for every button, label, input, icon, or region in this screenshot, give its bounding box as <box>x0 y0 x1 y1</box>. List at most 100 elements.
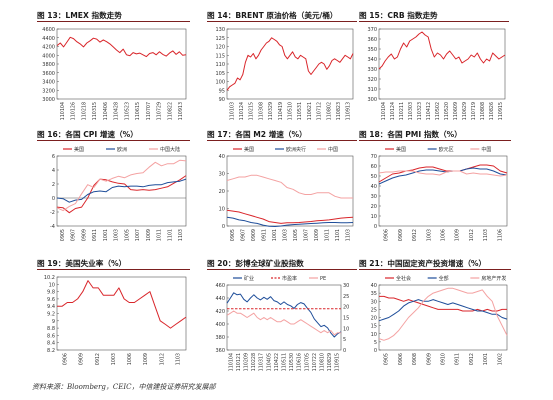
plot-frame <box>226 28 354 100</box>
x-tick-label: 110104 <box>60 102 66 120</box>
x-tick-label: 1012 <box>469 229 475 241</box>
y-tick-label: 3800 <box>42 62 55 68</box>
x-tick-label: 1005 <box>293 229 299 241</box>
y-tick-label: 9.2 <box>47 312 55 318</box>
y-tick-label: 10.2 <box>44 275 55 281</box>
series-line <box>379 295 507 312</box>
x-tick-label: 1009 <box>314 229 320 241</box>
x-tick-label: 110629 <box>462 102 468 120</box>
plot-frame <box>56 276 187 351</box>
x-tick-label: 110520 <box>444 102 450 120</box>
y2-tick-label: 15 <box>343 316 349 322</box>
y-tick-label: 4400 <box>42 36 55 42</box>
x-tick-label: 110121 <box>236 353 242 371</box>
x-tick-label: 0910 <box>441 353 447 365</box>
x-tick-label: 110315 <box>92 102 98 120</box>
x-tick-label: 1103 <box>483 229 489 241</box>
x-tick-label: 110406 <box>103 102 109 120</box>
x-tick-label: 1011 <box>157 229 163 241</box>
y-tick-label: 300 <box>367 97 377 103</box>
x-tick-label: 1001 <box>483 353 489 365</box>
x-tick-label: 110826 <box>489 102 495 120</box>
x-tick-label: 110530 <box>289 353 295 371</box>
y-tick-label: 0 <box>374 348 377 354</box>
y-tick-label: 90 <box>219 97 225 103</box>
x-tick-label: 0911 <box>261 229 267 241</box>
y-tick-label: 3400 <box>42 80 55 86</box>
legend-label: 中国 <box>328 146 338 153</box>
y-tick-label: 420 <box>215 309 225 315</box>
y2-tick-label: 30 <box>343 283 349 289</box>
y-tick-label: 360 <box>215 348 225 354</box>
x-tick-label: 110419 <box>278 102 284 120</box>
source-note: 资料来源：Bloomberg，CEIC，中信建投证券研究发展部 <box>32 383 216 391</box>
y-tick-label: 340 <box>367 57 377 63</box>
y-tick-label: 60 <box>371 164 377 170</box>
legend-label: 美国 <box>244 146 254 153</box>
x-tick-label: 0912 <box>95 353 101 365</box>
chart-mining: 460 440 420 400 380 360 30 25 20 15 10 5 0 110104 1101… <box>215 275 349 371</box>
y-tick-label: 130 <box>215 27 225 33</box>
y-tick-label: 4 <box>52 168 55 174</box>
y-tick-label: 440 <box>215 296 225 302</box>
plot-frame <box>56 155 187 227</box>
legend-label: 欧洲 <box>117 146 127 153</box>
x-tick-label: 1011 <box>324 229 330 241</box>
series-line <box>57 280 187 329</box>
y-tick-label: 40 <box>219 154 225 160</box>
x-tick-label: 110531 <box>297 102 303 120</box>
x-tick-label: 1003 <box>426 229 432 241</box>
y-tick-label: 50 <box>371 174 377 180</box>
chart-lmex: 4600 4400 4200 4000 3800 3600 3400 3200 3000 1101… <box>42 27 187 120</box>
y-tick-label: -2 <box>50 210 55 216</box>
y-tick-label: 370 <box>367 27 377 33</box>
x-tick-label: 110428 <box>114 102 120 120</box>
y-tick-label: -4 <box>50 224 55 230</box>
y-tick-label: 3000 <box>42 97 55 103</box>
y-tick-label: 8.4 <box>47 341 55 347</box>
y-tick-label: 8.2 <box>47 348 55 354</box>
y-tick-label: 4200 <box>42 45 55 51</box>
title-rule <box>359 140 511 141</box>
x-tick-label: 110808 <box>480 102 486 120</box>
x-tick-label: 110502 <box>435 102 441 120</box>
x-tick-label: 1001 <box>272 229 278 241</box>
x-tick-label: 1003 <box>114 229 120 241</box>
y-tick-label: 4000 <box>42 53 55 59</box>
x-tick-label: 110802 <box>326 102 332 120</box>
y-tick-label: 9.4 <box>47 304 55 310</box>
chart-title: 图 21：中国固定资产投资增速（%） <box>359 259 487 268</box>
plot-frame <box>226 155 354 227</box>
series-line <box>226 174 353 199</box>
series-line <box>378 164 508 183</box>
x-tick-label: 110303 <box>408 102 414 120</box>
x-tick-label: 110104 <box>381 102 387 120</box>
y-tick-label: 120 <box>215 45 225 51</box>
x-tick-label: 1002 <box>497 353 503 365</box>
y2-tick-label: 0 <box>343 348 346 354</box>
x-tick-label: 0909 <box>251 229 257 241</box>
y-tick-label: 40 <box>371 184 377 190</box>
plot-frame <box>378 28 506 100</box>
y-tick-label: 2 <box>52 182 55 188</box>
y-tick-label: 30 <box>371 194 377 200</box>
chart-panel-16: 图 16：各国 CPI 增速（%） 6 4 2 0 -2 -4 0905 0907 0909 09… <box>37 129 190 252</box>
x-tick-label: 110329 <box>268 102 274 120</box>
title-rule <box>207 269 357 270</box>
series-line <box>378 287 508 341</box>
y-tick-label: 8.6 <box>47 333 55 339</box>
plot-frame <box>378 155 508 227</box>
x-tick-label: 1103 <box>175 353 181 365</box>
y-tick-label: 20 <box>371 204 377 210</box>
y-tick-label: 320 <box>367 77 377 83</box>
chart-title: 图 13：LMEX 指数走势 <box>37 11 122 20</box>
x-tick-label: 0905 <box>230 229 236 241</box>
series-line <box>56 159 187 212</box>
series-line <box>226 292 342 338</box>
legend-label: 欧洲央行 <box>286 146 306 153</box>
y-tick-label: 10 <box>371 214 377 220</box>
x-tick-label: 110707 <box>146 102 152 120</box>
x-tick-label: 1009 <box>146 229 152 241</box>
legend-label: 欧元区 <box>439 146 454 153</box>
y-tick-label: 4600 <box>42 27 55 33</box>
